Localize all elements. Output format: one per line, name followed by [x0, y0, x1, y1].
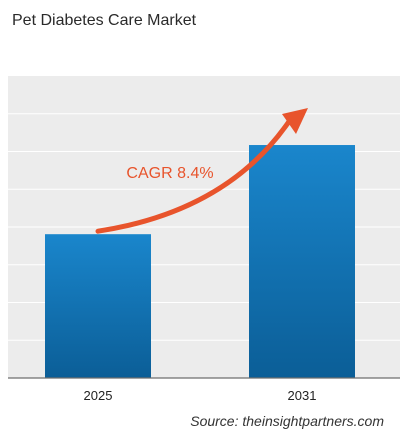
bar-2025 — [45, 234, 151, 378]
x-tick-label: 2025 — [84, 388, 113, 403]
cagr-annotation: CAGR 8.4% — [126, 165, 213, 182]
x-tick-labels: 2025 2031 — [84, 388, 317, 403]
cagr-arrowhead — [282, 108, 308, 134]
source-note: Source: theinsightpartners.com — [190, 413, 384, 429]
bar-2031 — [249, 145, 355, 378]
chart-title: Pet Diabetes Care Market — [12, 12, 197, 29]
bars-group — [45, 145, 355, 378]
cagr-arrow — [95, 117, 293, 234]
x-tick-label: 2031 — [288, 388, 317, 403]
